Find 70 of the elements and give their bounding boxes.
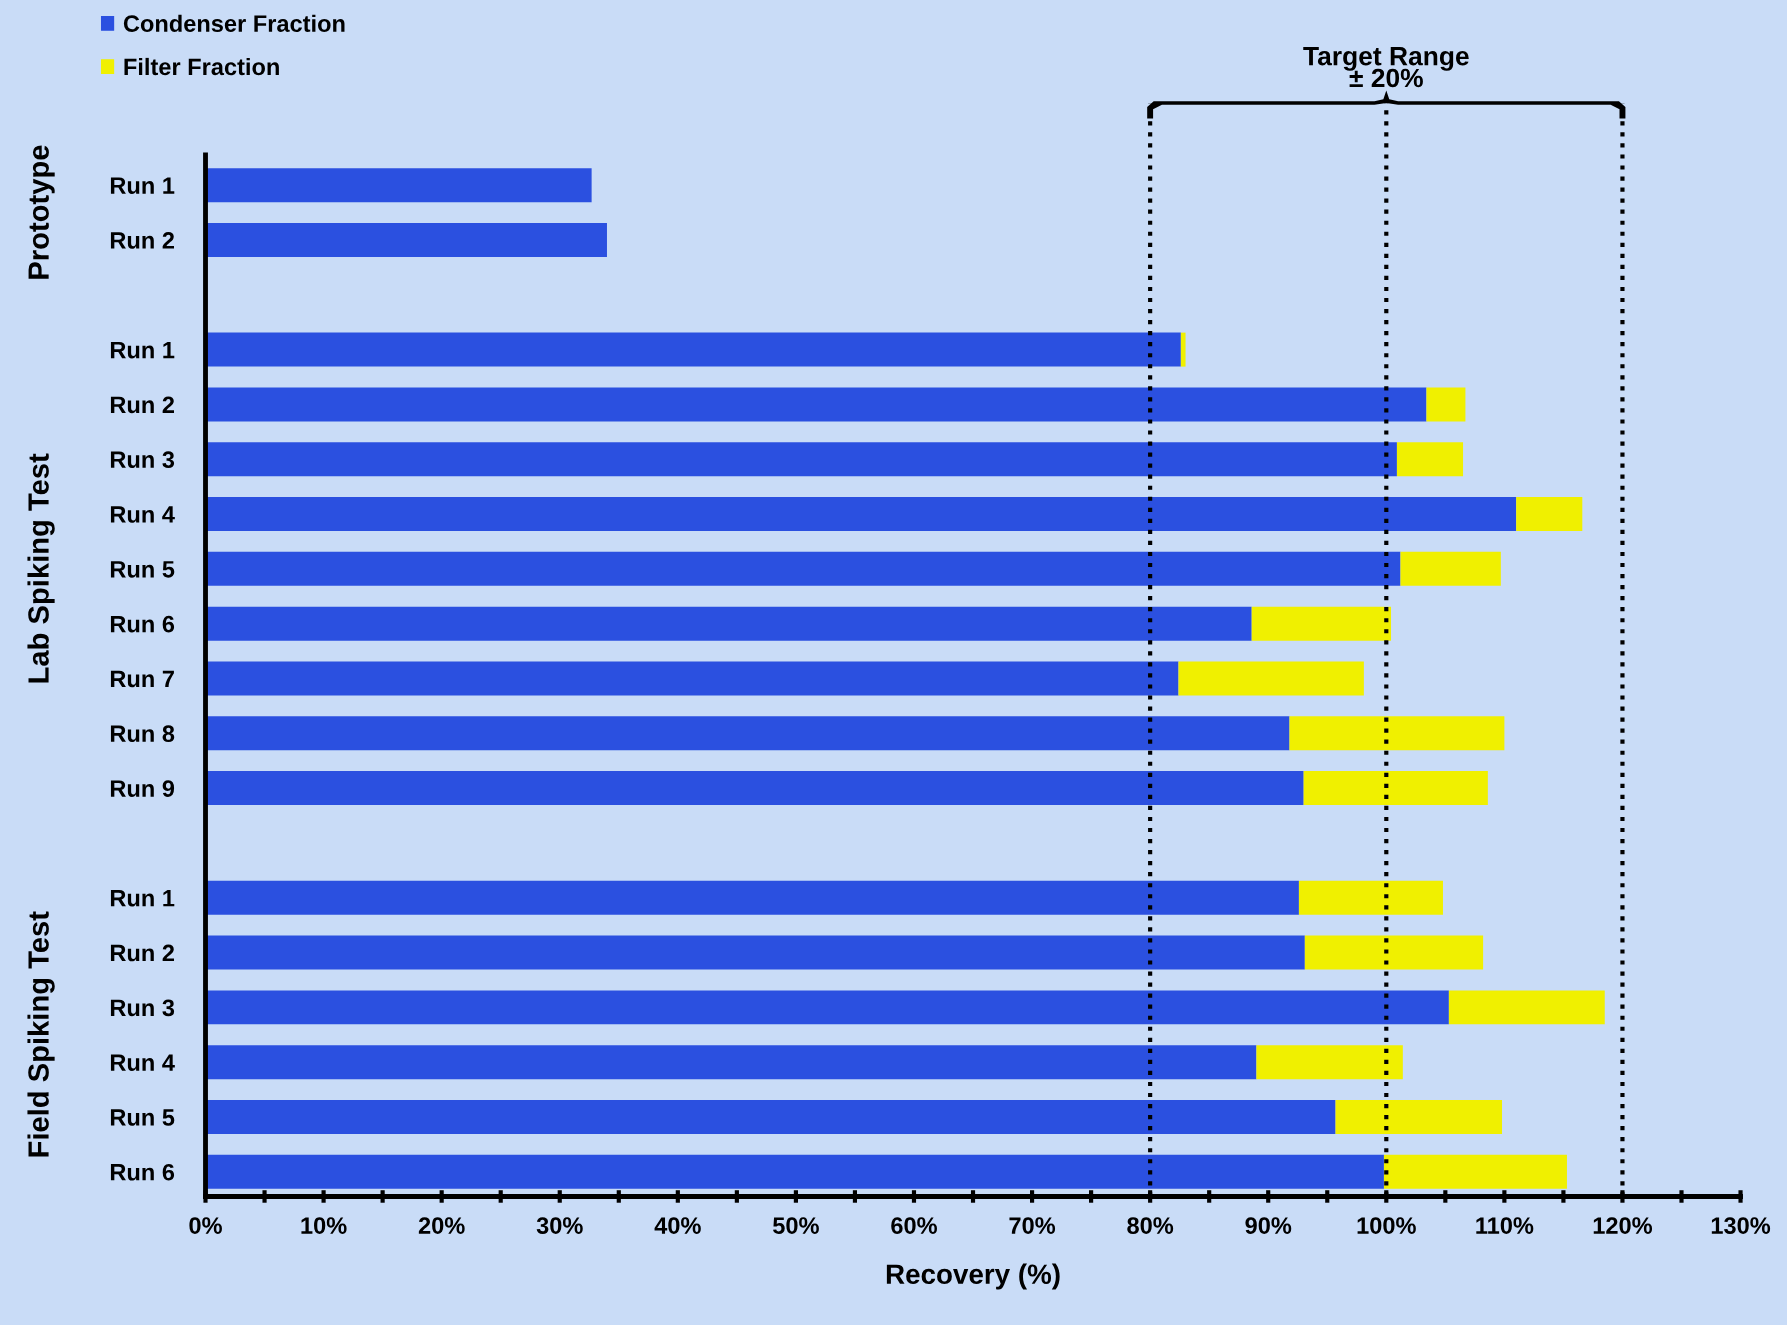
bar: [205, 661, 1179, 696]
y-tick-label: Run 1: [110, 890, 175, 907]
bar: [1448, 990, 1605, 1025]
x-tick-label: 60%: [891, 1217, 937, 1234]
legend-label: Condenser Fraction: [123, 14, 345, 32]
x-tick-label: 40%: [654, 1217, 701, 1234]
bar: [1426, 387, 1466, 422]
bar: [1180, 332, 1186, 367]
y-tick-label: Run 6: [110, 615, 175, 633]
y-tick-label: Run 7: [110, 670, 174, 688]
x-tick-label: 110%: [1476, 1217, 1534, 1234]
bar: [205, 387, 1427, 422]
bar: [1383, 1154, 1567, 1189]
y-tick-label: Run 1: [110, 177, 175, 194]
bar: [205, 935, 1305, 970]
y-tick-label: Run 8: [110, 725, 175, 743]
x-tick-label: 130%: [1711, 1217, 1771, 1234]
legend-label: Filter Fraction: [124, 57, 279, 76]
text: Target Range ± 20%: [1303, 47, 1469, 88]
y-tick-label: Run 3: [110, 451, 175, 469]
bar: [205, 1045, 1257, 1080]
bar: [205, 990, 1449, 1025]
bar: [205, 442, 1397, 477]
bar: [1516, 497, 1583, 532]
bar: [1335, 1100, 1503, 1134]
bar: [205, 771, 1304, 806]
x-axis-title: Recovery (%): [886, 1263, 1060, 1290]
x-tick-label: 30%: [536, 1217, 583, 1234]
bar: [205, 551, 1401, 586]
bar: [1303, 771, 1488, 806]
x-tick-label: 80%: [1127, 1217, 1174, 1234]
y-tick-label: Run 5: [110, 561, 175, 578]
x-tick-label: 10%: [301, 1217, 347, 1234]
y-tick-label: Run 4: [110, 1054, 175, 1071]
y-tick-label: Run 6: [110, 1163, 175, 1181]
y-tick-label: Run 2: [110, 396, 175, 414]
bar: [1289, 716, 1505, 751]
y-tick-label: Run 9: [110, 780, 175, 797]
bar: [1304, 935, 1484, 970]
bar: [205, 222, 607, 257]
bar: [1400, 551, 1501, 586]
y-tick-label: Run 1: [110, 341, 175, 359]
text: Field Spiking Test: [27, 911, 55, 1157]
bar: [1256, 1045, 1403, 1080]
y-tick-label: Run 5: [110, 1109, 175, 1126]
bar: [205, 716, 1290, 751]
bar: [205, 1100, 1336, 1134]
y-tick-label: Run 2: [110, 232, 175, 249]
bar: [1178, 661, 1364, 696]
bar: [205, 332, 1181, 367]
bar: [205, 168, 592, 203]
text: Prototype: [28, 145, 55, 279]
x-tick-label: 90%: [1245, 1217, 1292, 1234]
x-tick-label: 50%: [773, 1217, 819, 1234]
bar: [205, 1154, 1384, 1189]
text: Lab Spiking Test: [27, 453, 55, 683]
bar: [1251, 606, 1392, 641]
bar: [205, 606, 1252, 641]
x-tick-label: 70%: [1009, 1217, 1056, 1234]
x-tick-label: 20%: [418, 1217, 465, 1234]
x-tick-label: 0%: [189, 1217, 222, 1234]
x-tick-label: 100%: [1357, 1217, 1416, 1234]
bar: [205, 497, 1517, 532]
y-tick-label: Run 3: [110, 999, 175, 1017]
bar: [1298, 880, 1443, 915]
y-tick-label: Run 4: [110, 506, 175, 523]
bar: [1396, 442, 1464, 477]
x-tick-label: 120%: [1593, 1217, 1653, 1234]
bar: [205, 880, 1299, 915]
y-tick-label: Run 2: [110, 944, 175, 962]
